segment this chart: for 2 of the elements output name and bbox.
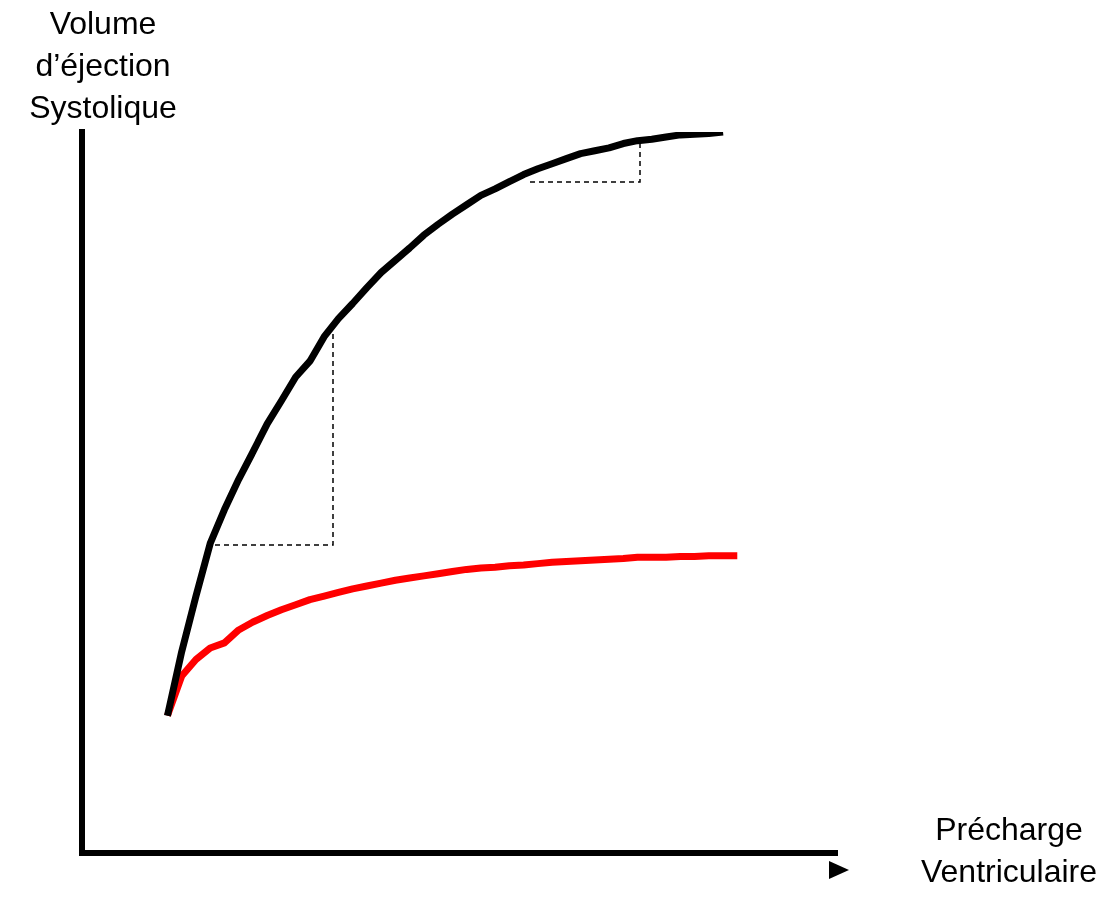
x-axis-title: Précharge Ventriculaire: [919, 810, 1099, 891]
y-axis-title: Volume d’éjection Systolique: [28, 4, 178, 127]
